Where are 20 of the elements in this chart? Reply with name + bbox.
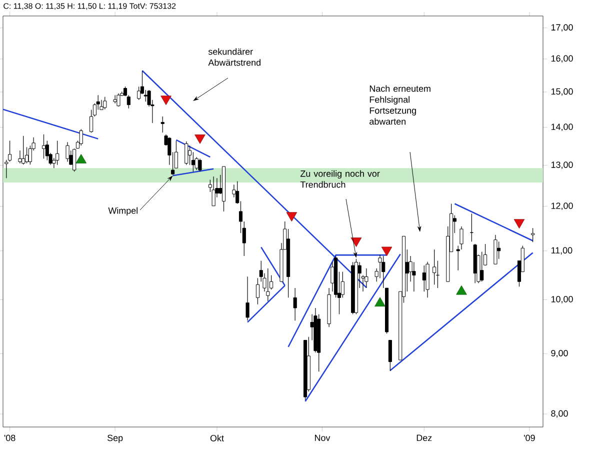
y-tick-label: 8,00 xyxy=(551,410,568,418)
x-tick-label: '08 xyxy=(4,434,16,442)
x-tick-label: Sep xyxy=(108,434,123,443)
x-tick-label: Dez xyxy=(416,434,432,442)
annotation: sekundärer Abwärtstrend xyxy=(208,48,260,66)
y-tick-label: 15,00 xyxy=(551,88,573,96)
x-tick-label: Nov xyxy=(315,434,330,442)
annotation: Nach erneutem Fehlsignal Fortsetzung abwarten xyxy=(370,85,430,125)
y-tick-label: 9,00 xyxy=(551,350,568,358)
y-tick-label: 17,00 xyxy=(551,24,573,32)
y-tick-label: 10,00 xyxy=(551,296,573,304)
y-tick-label: 12,00 xyxy=(551,202,573,210)
x-tick-label: Okt xyxy=(210,434,224,442)
y-tick-label: 11,00 xyxy=(551,247,572,255)
annotation: Wimpel xyxy=(108,207,138,216)
y-tick-label: 13,00 xyxy=(551,162,573,169)
y-tick-label: 16,00 xyxy=(551,55,573,63)
y-tick-label: 14,00 xyxy=(551,124,573,132)
annotation: Zu voreilig noch vor Trendbruch xyxy=(300,170,380,188)
x-tick-label: '09 xyxy=(524,434,535,442)
